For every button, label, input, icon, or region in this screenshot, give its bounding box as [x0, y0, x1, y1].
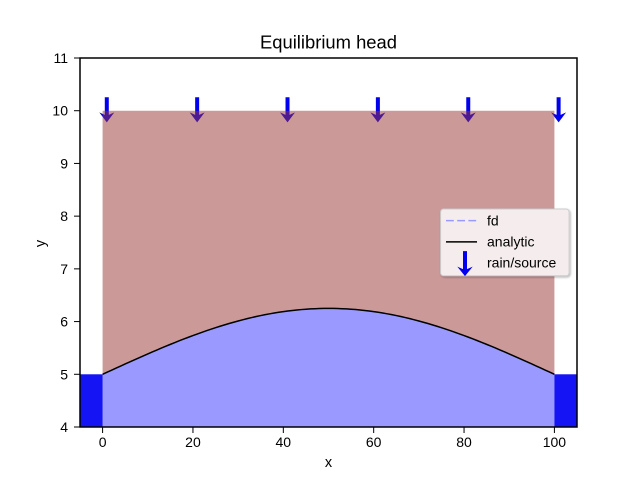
svg-text:7: 7 — [60, 261, 68, 277]
svg-text:80: 80 — [456, 434, 472, 450]
svg-text:9: 9 — [60, 155, 68, 171]
svg-text:10: 10 — [52, 103, 68, 119]
svg-text:rain/source: rain/source — [487, 255, 556, 271]
svg-text:4: 4 — [60, 419, 68, 435]
svg-text:11: 11 — [53, 50, 68, 66]
svg-text:40: 40 — [276, 434, 292, 450]
svg-text:6: 6 — [60, 314, 68, 330]
svg-text:5: 5 — [60, 366, 68, 382]
svg-text:20: 20 — [185, 434, 201, 450]
svg-text:fd: fd — [487, 212, 499, 228]
svg-text:60: 60 — [366, 434, 382, 450]
svg-text:analytic: analytic — [487, 233, 534, 249]
svg-text:8: 8 — [60, 208, 68, 224]
svg-text:100: 100 — [543, 434, 567, 450]
svg-text:Equilibrium head: Equilibrium head — [260, 32, 397, 53]
svg-text:0: 0 — [99, 434, 107, 450]
svg-text:y: y — [33, 239, 49, 247]
svg-text:x: x — [325, 455, 333, 471]
